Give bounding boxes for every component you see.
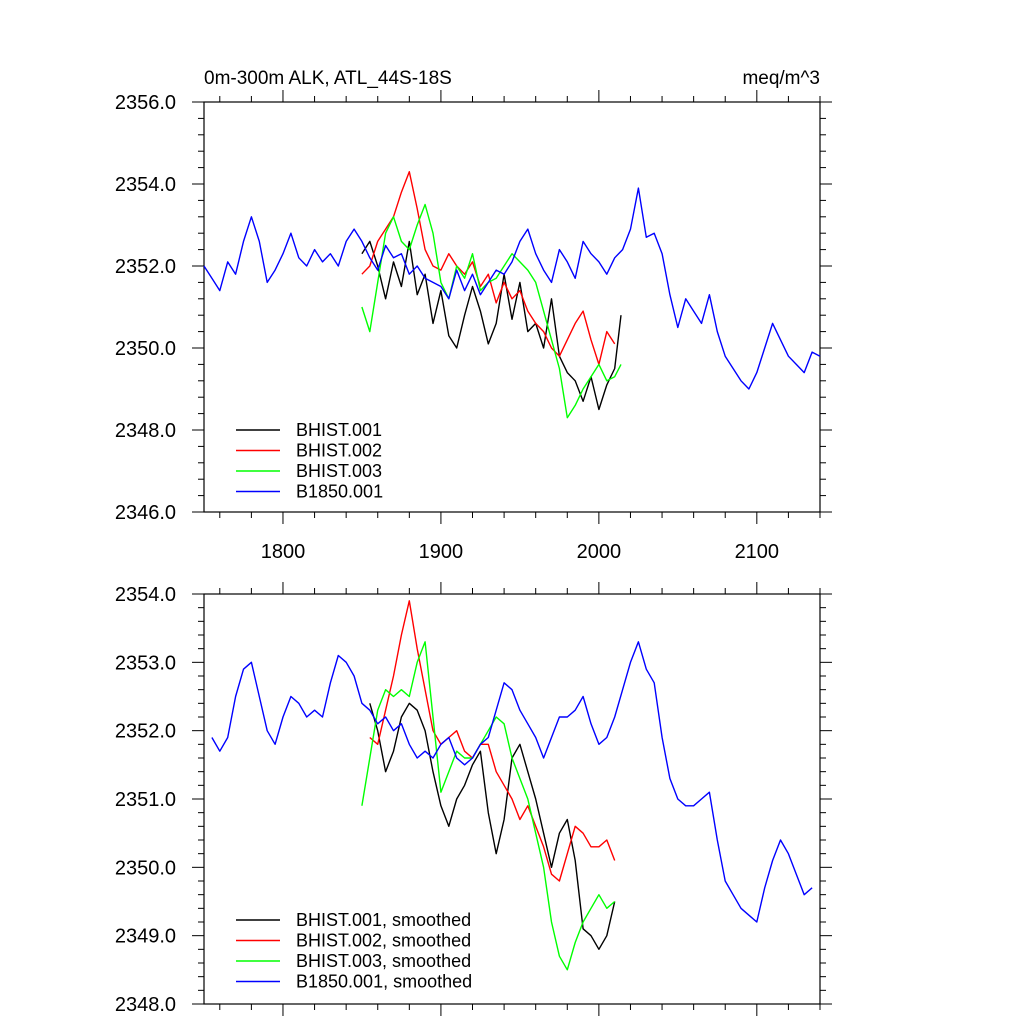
- y-tick-label: 2356.0: [115, 92, 176, 114]
- top-chart-frame: [203, 101, 821, 513]
- y-tick-label: 2348.0: [115, 420, 176, 442]
- bottom-chart-ticks: 2348.0 2349.0 2350.0 2351.0 2352.0 2353.0 2354…: [115, 582, 832, 1016]
- x-tick-label: 1800: [261, 541, 306, 563]
- top-series-line-4: [203, 187, 821, 390]
- y-tick-label: 2352.0: [115, 256, 176, 278]
- y-tick-label: 2351.0: [115, 789, 176, 811]
- bottom-series-line-2: [369, 600, 616, 882]
- y-tick-label: 2346.0: [115, 502, 176, 524]
- legend-label: B1850.001: [296, 482, 383, 502]
- legend-label: BHIST.003: [296, 461, 382, 481]
- top-chart-series: [203, 170, 821, 419]
- y-tick-label: 2354.0: [115, 174, 176, 196]
- bottom-chart-series: [211, 600, 813, 971]
- legend-label: BHIST.001: [296, 420, 382, 440]
- x-tick-label: 2100: [735, 541, 780, 563]
- x-tick-label: 2000: [577, 541, 622, 563]
- top-chart-panel: 0m-300m ALK, ATL_44S-18S meq/m^3 2346.02…: [115, 68, 832, 563]
- bottom-chart-panel: 2348.0 2349.0 2350.0 2351.0 2352.0 2353.0 2354…: [115, 582, 832, 1016]
- y-tick-label: 2350.0: [115, 338, 176, 360]
- legend-label: BHIST.002, smoothed: [296, 931, 471, 951]
- top-series-line-3: [361, 203, 622, 419]
- legend-label: BHIST.001, smoothed: [296, 910, 471, 930]
- top-chart-ticks: 2346.0 2348.0 2350.0 2352.0 2354.0 2356.0 1800…: [115, 90, 832, 563]
- bottom-series-line-3: [361, 641, 616, 971]
- top-series-line-2: [361, 170, 616, 366]
- bottom-series-line-4: [211, 641, 813, 923]
- legend-label: BHIST.002: [296, 441, 382, 461]
- y-tick-label: 2353.0: [115, 652, 176, 674]
- y-tick-label: 2352.0: [115, 721, 176, 743]
- y-tick-label: 2349.0: [115, 926, 176, 948]
- top-series-line-1: [361, 240, 622, 411]
- y-tick-label: 2354.0: [115, 584, 176, 606]
- y-tick-label: 2350.0: [115, 857, 176, 879]
- top-chart-title: 0m-300m ALK, ATL_44S-18S: [204, 68, 452, 89]
- x-tick-label: 1900: [419, 541, 464, 563]
- top-chart-units: meq/m^3: [742, 68, 820, 89]
- y-tick-label: 2348.0: [115, 994, 176, 1016]
- legend-label: BHIST.003, smoothed: [296, 951, 471, 971]
- legend-label: B1850.001, smoothed: [296, 972, 472, 992]
- bottom-series-line-1: [369, 702, 616, 950]
